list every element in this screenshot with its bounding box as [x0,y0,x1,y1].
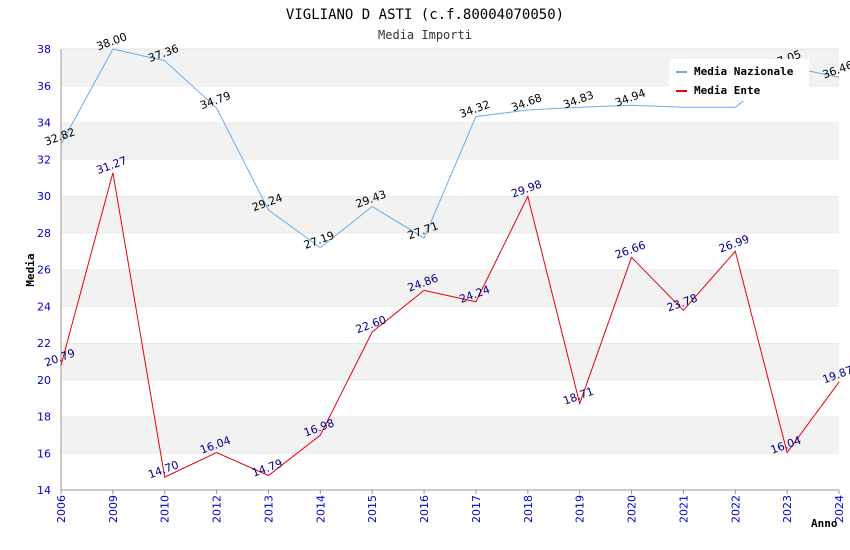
y-tick-label: 16 [37,447,51,460]
chart-subtitle: Media Importi [378,28,472,42]
y-tick-label: 34 [37,117,51,130]
x-tick-label: 2016 [418,495,431,523]
y-tick-label: 32 [37,153,51,166]
series-lines [60,48,840,478]
grid-band [61,343,839,380]
series-line-media-nazionale [60,48,840,249]
x-tick-label: 2013 [262,495,275,523]
y-tick-label: 38 [37,43,51,56]
grid-band [61,416,839,454]
grid-band [61,453,839,490]
grid-band [61,269,839,307]
grid-bands [61,48,839,490]
grid-band [61,122,839,160]
chart-title: VIGLIANO D ASTI (c.f.80004070050) [286,7,564,23]
x-tick-label: 2009 [107,495,120,523]
y-tick-label: 26 [37,264,51,277]
x-tick-label: 2019 [574,495,587,523]
y-axis-label: Media [24,253,37,286]
y-tick-label: 22 [37,337,51,350]
y-tick-label: 36 [37,80,51,93]
legend-box [669,59,809,101]
grid-band [61,379,839,417]
x-tick-label: 2015 [366,495,379,523]
y-tick-label: 24 [37,300,51,313]
x-tick-label: 2017 [470,495,483,523]
x-tick-label: 2024 [833,495,846,523]
y-tick-label: 18 [37,411,51,424]
y-tick-label: 28 [37,227,51,240]
grid-band [61,306,839,343]
y-tick-label: 20 [37,374,51,387]
y-tick-label: 14 [37,484,51,497]
x-tick-label: 2014 [314,495,327,523]
y-tick-label: 30 [37,190,51,203]
x-tick-label: 2020 [626,495,639,523]
x-tick-label: 2023 [781,495,794,523]
x-axis-label: Anno [811,517,838,530]
x-tick-label: 2018 [522,495,535,523]
x-tick-label: 2006 [55,495,68,523]
grid-band [61,196,839,233]
grid-band [61,232,839,270]
series-line-media-ente [60,172,840,478]
legend-label-media-ente: Media Ente [694,84,761,97]
x-tick-label: 2021 [677,495,690,523]
legend: Media Nazionale Media Ente [669,59,809,101]
x-tick-label: 2022 [729,495,742,523]
x-tick-label: 2010 [159,495,172,523]
legend-label-media-nazionale: Media Nazionale [694,65,794,78]
x-tick-label: 2012 [211,495,224,523]
